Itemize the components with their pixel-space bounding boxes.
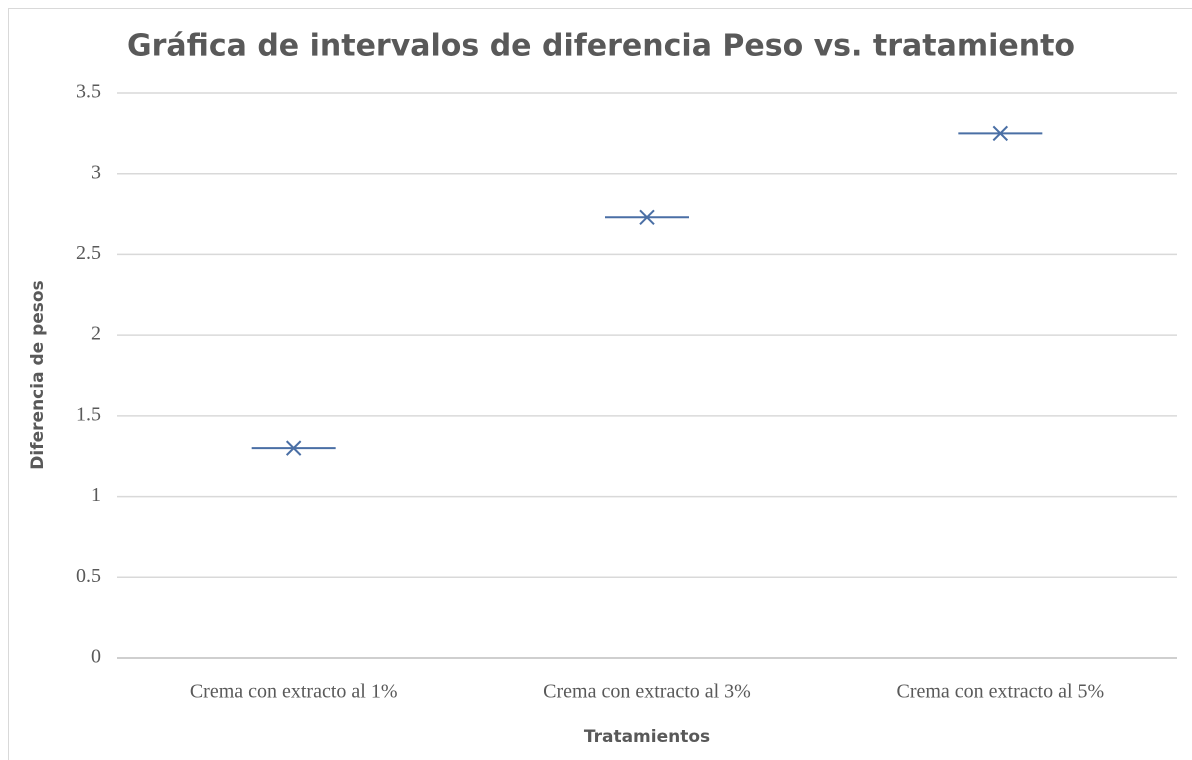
x-axis-title: Tratamientos <box>584 727 710 747</box>
chart-title: Gráfica de intervalos de diferencia Peso… <box>127 29 1075 64</box>
interval-marker <box>605 209 689 226</box>
x-tick-label: Crema con extracto al 5% <box>896 681 1104 703</box>
x-tick-label: Crema con extracto al 3% <box>543 681 751 703</box>
y-tick-label: 1 <box>91 484 101 506</box>
chart-frame <box>8 8 1192 760</box>
interval-marker <box>251 440 336 456</box>
interval-marker <box>958 125 1043 142</box>
y-tick-label: 0 <box>91 646 101 668</box>
y-tick-label: 3.5 <box>76 81 101 103</box>
y-tick-label: 2.5 <box>76 242 101 264</box>
y-tick-label: 0.5 <box>76 565 101 587</box>
x-tick-label: Crema con extracto al 1% <box>190 681 398 703</box>
y-tick-label: 3 <box>91 161 101 183</box>
y-axis-title: Diferencia de pesos <box>28 280 48 469</box>
y-tick-label: 2 <box>91 323 101 345</box>
y-tick-label: 1.5 <box>76 403 101 425</box>
